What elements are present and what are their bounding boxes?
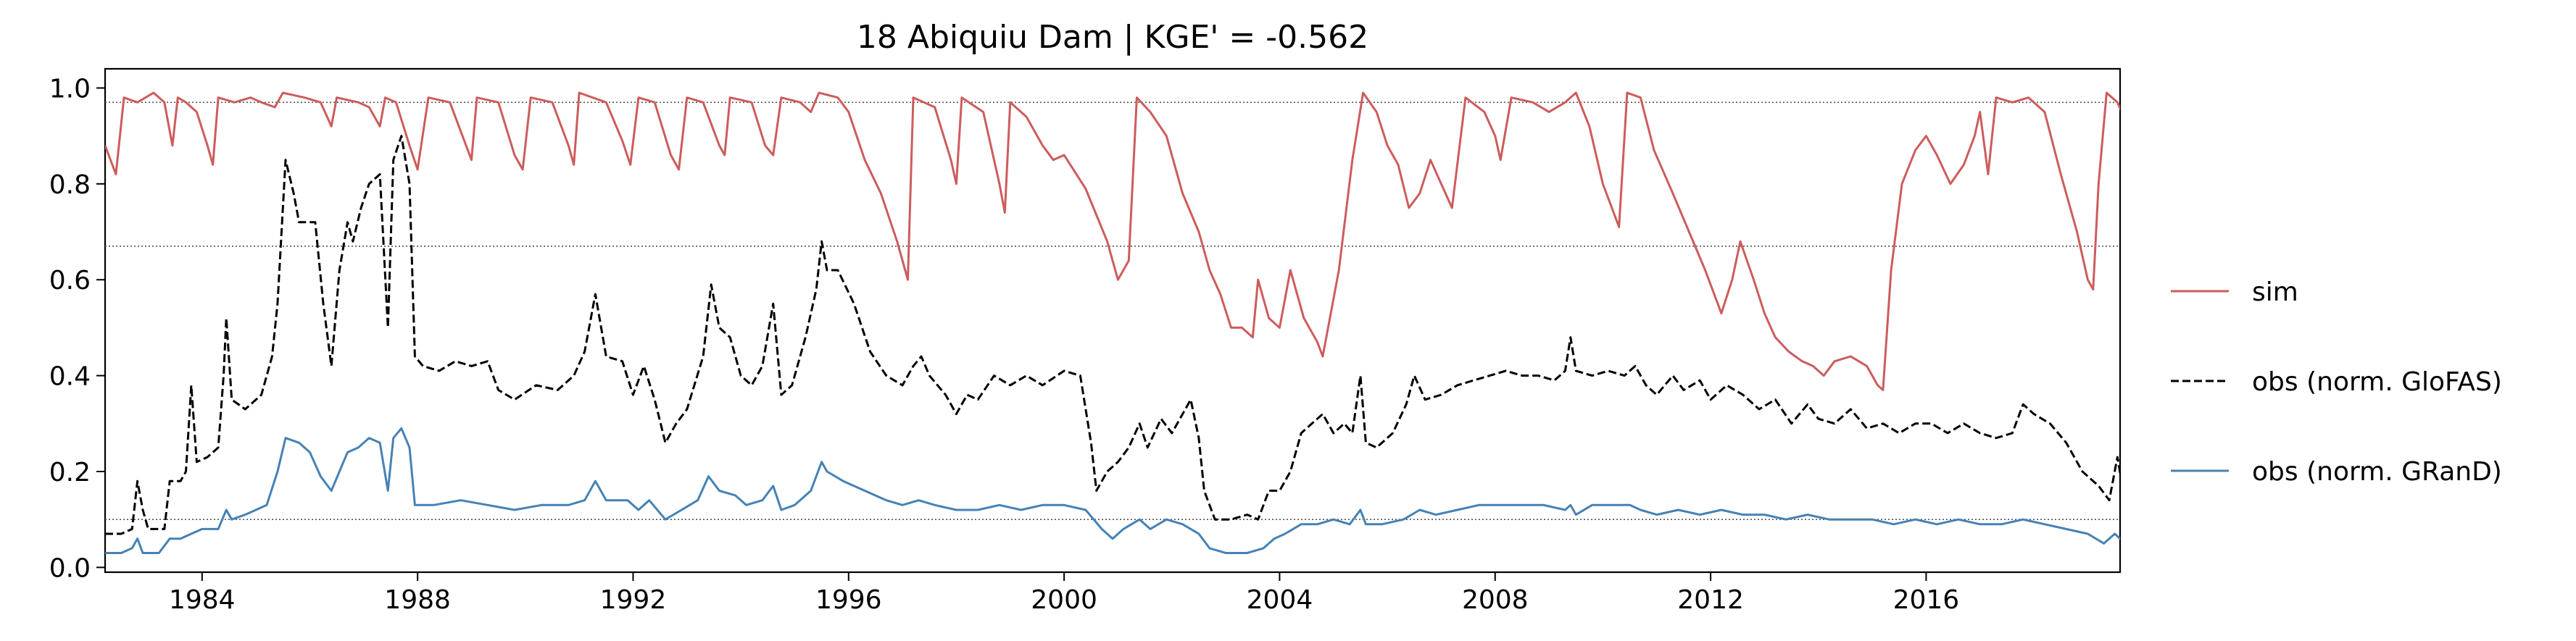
series-line-1 bbox=[105, 135, 2120, 535]
x-tick-label: 2004 bbox=[1247, 585, 1313, 615]
x-tick-label: 2000 bbox=[1031, 585, 1097, 615]
series-lines bbox=[105, 91, 2120, 554]
y-tick-label: 1.0 bbox=[49, 74, 91, 104]
legend-label-1: obs (norm. GloFAS) bbox=[2252, 367, 2502, 397]
y-tick-label: 0.0 bbox=[49, 553, 91, 583]
y-tick-label: 0.4 bbox=[49, 362, 91, 392]
x-tick-label: 1996 bbox=[815, 585, 882, 615]
x-tick-label: 1992 bbox=[600, 585, 667, 615]
x-axis-ticks: 1984 1988 1992 1996 2000 2004 2008 2012 2016 bbox=[169, 572, 1959, 615]
series-line-2 bbox=[105, 427, 2120, 554]
legend-label-0: sim bbox=[2252, 277, 2298, 307]
x-tick-label: 2012 bbox=[1677, 585, 1744, 615]
y-axis-ticks: 0.0 0.2 0.4 0.6 0.8 1.0 bbox=[49, 74, 105, 583]
y-tick-label: 0.6 bbox=[49, 266, 91, 296]
legend-label-2: obs (norm. GRanD) bbox=[2252, 457, 2502, 487]
x-tick-label: 2016 bbox=[1893, 585, 1960, 615]
plot-area: 1984 1988 1992 1996 2000 2004 2008 2012 2016 0.0… bbox=[49, 67, 2122, 615]
x-tick-label: 1988 bbox=[384, 585, 451, 615]
chart-title: 18 Abiquiu Dam | KGE' = -0.562 bbox=[857, 19, 1368, 56]
series-line-0 bbox=[105, 91, 2120, 391]
y-tick-label: 0.8 bbox=[49, 170, 91, 200]
axes-frame bbox=[104, 67, 2122, 574]
y-tick-label: 0.2 bbox=[49, 458, 91, 487]
legend: sim obs (norm. GloFAS) obs (norm. GRanD) bbox=[2171, 277, 2502, 487]
x-tick-label: 1984 bbox=[169, 585, 236, 615]
x-tick-label: 2008 bbox=[1462, 585, 1529, 615]
